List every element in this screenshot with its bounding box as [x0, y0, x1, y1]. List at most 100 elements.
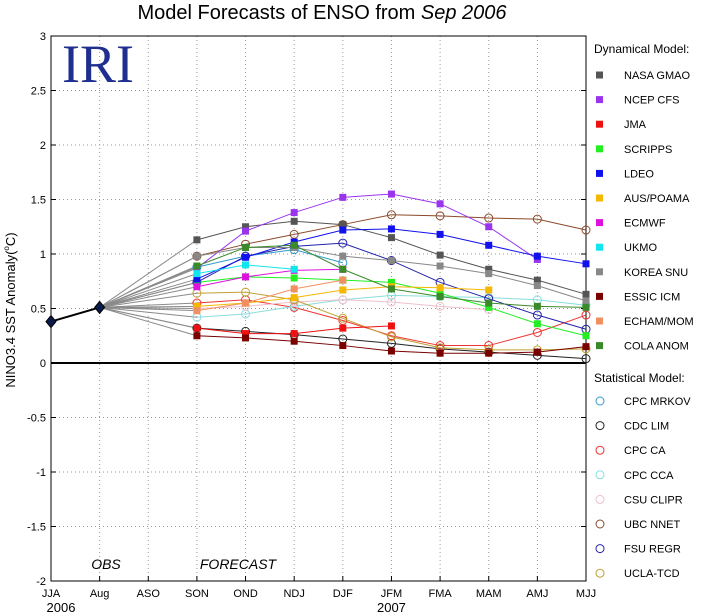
x-tick-label: AMJ — [526, 588, 548, 600]
plume-line — [99, 306, 197, 312]
data-point — [386, 297, 396, 307]
data-point — [386, 332, 396, 342]
legend-label: ESSIC ICM — [624, 291, 680, 303]
legend-label: AUS/POAMA — [624, 193, 690, 205]
data-point — [533, 302, 541, 310]
data-point — [242, 227, 250, 235]
plume-line — [99, 255, 198, 308]
data-point — [339, 286, 347, 294]
data-point — [582, 343, 590, 351]
legend-marker — [596, 145, 603, 153]
legend-marker — [595, 421, 605, 431]
series-line — [196, 279, 343, 312]
chart-title-date: Sep 2006 — [421, 2, 508, 24]
plume-line — [99, 302, 197, 308]
data-point — [533, 282, 541, 290]
data-point — [193, 307, 201, 315]
data-point — [193, 302, 201, 310]
legend-marker — [596, 219, 603, 227]
data-point — [242, 243, 250, 251]
data-point — [435, 341, 445, 351]
data-point — [485, 223, 493, 231]
data-point — [582, 260, 590, 268]
series-essic-icm — [193, 332, 590, 357]
legend-label: KOREA SNU — [624, 267, 688, 279]
legend-label: FSU REGR — [624, 544, 681, 556]
series-line — [196, 214, 587, 257]
data-point — [387, 257, 395, 265]
data-point — [339, 226, 347, 234]
legend-label: SCRIPPS — [624, 144, 672, 156]
data-point — [484, 213, 494, 223]
observation-to-forecast-lines — [99, 239, 198, 337]
data-point — [436, 284, 444, 292]
y-tick-label: 2 — [40, 140, 46, 152]
legend-marker — [596, 317, 603, 325]
data-point — [193, 252, 201, 260]
data-point — [338, 315, 348, 325]
data-point — [193, 283, 201, 291]
x-tick-label: OND — [233, 588, 258, 600]
data-point — [290, 217, 298, 225]
x-tick-label: DJF — [333, 588, 353, 600]
observed-point — [93, 300, 106, 315]
legend-label: COLA ANOM — [624, 341, 689, 353]
data-point — [338, 295, 348, 305]
data-point — [485, 303, 493, 311]
data-point — [436, 251, 444, 259]
y-tick-label: 2.5 — [31, 86, 46, 98]
legend-label: ECMWF — [624, 218, 666, 230]
data-point — [241, 287, 251, 297]
legend-marker — [595, 445, 605, 455]
plume-line — [99, 281, 198, 308]
data-point — [581, 225, 591, 235]
data-point — [338, 313, 348, 323]
series-line — [196, 268, 343, 288]
data-point — [436, 230, 444, 238]
data-point — [386, 210, 396, 220]
plume-line — [99, 286, 198, 308]
x-tick-labels: JJA Aug ASO SON OND NDJ DJF JFM FMA MAM AMJ MJJ — [42, 588, 596, 600]
data-point — [533, 348, 541, 356]
y-tick-label: -0.5 — [27, 413, 46, 425]
legend-marker — [595, 568, 605, 578]
legend-label: CPC CCA — [624, 470, 674, 482]
data-point — [339, 342, 347, 350]
legend-label: ECHAM/MOM — [624, 316, 694, 328]
legend-marker — [596, 292, 603, 300]
series-cola-anom — [193, 241, 590, 311]
data-point — [290, 241, 298, 249]
data-point — [192, 251, 202, 261]
y-tick-label: -1 — [36, 467, 46, 479]
data-point — [290, 294, 298, 302]
x-tick-label: NDJ — [283, 588, 304, 600]
data-point — [387, 285, 395, 293]
x-tick-label: SON — [185, 588, 209, 600]
series-line — [196, 327, 587, 360]
series-line — [196, 299, 587, 347]
data-point — [193, 270, 201, 278]
data-point — [582, 290, 590, 298]
y-tick-labels: -2 -1.5 -1 -0.5 0 0.5 1 1.5 2 2.5 3 — [27, 31, 46, 588]
plume-line — [99, 265, 198, 308]
data-point — [387, 234, 395, 242]
plume-line — [99, 306, 198, 329]
data-point — [485, 265, 493, 273]
legend-label: UBC NNET — [624, 519, 681, 531]
forecast-label: FORECAST — [200, 556, 278, 572]
data-point — [193, 324, 201, 332]
data-point — [582, 332, 590, 340]
legend-label: UCLA-TCD — [624, 568, 680, 580]
legend-label: JMA — [624, 119, 647, 131]
series-ecmwf — [193, 265, 347, 291]
data-point — [435, 301, 445, 311]
data-point — [290, 274, 298, 282]
data-point — [485, 299, 493, 307]
data-point — [582, 297, 590, 305]
data-point — [339, 276, 347, 284]
legend-items: NASA GMAO NCEP CFS JMA SCRIPPS LDEO AUS/POAMA… — [595, 70, 694, 580]
data-point — [290, 330, 298, 338]
data-point — [242, 253, 250, 261]
